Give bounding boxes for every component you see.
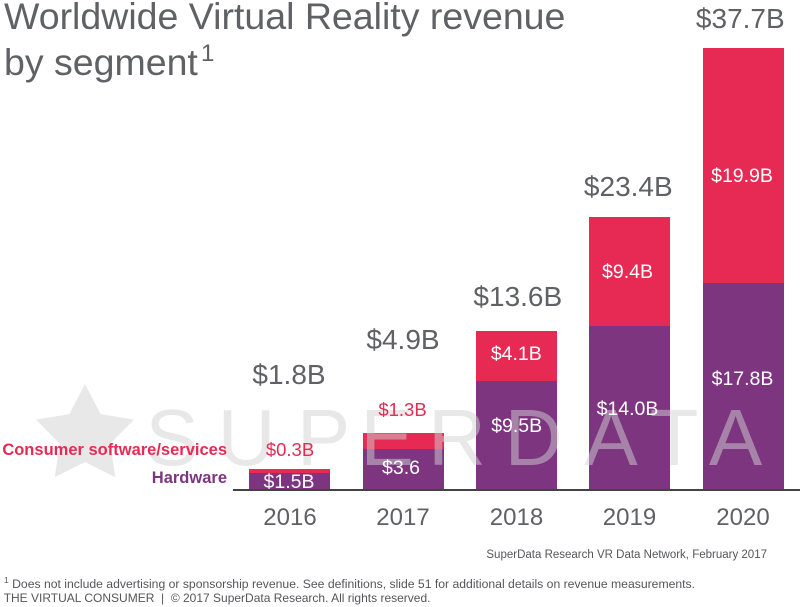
svg-text:A: A [709,393,763,482]
svg-text:P: P [297,393,350,482]
svg-text:R: R [428,393,486,482]
svg-text:T: T [650,393,699,482]
svg-text:E: E [360,393,413,482]
svg-text:U: U [218,393,276,482]
svg-text:D: D [505,393,563,482]
svg-text:A: A [584,393,638,482]
svg-text:S: S [145,393,198,482]
